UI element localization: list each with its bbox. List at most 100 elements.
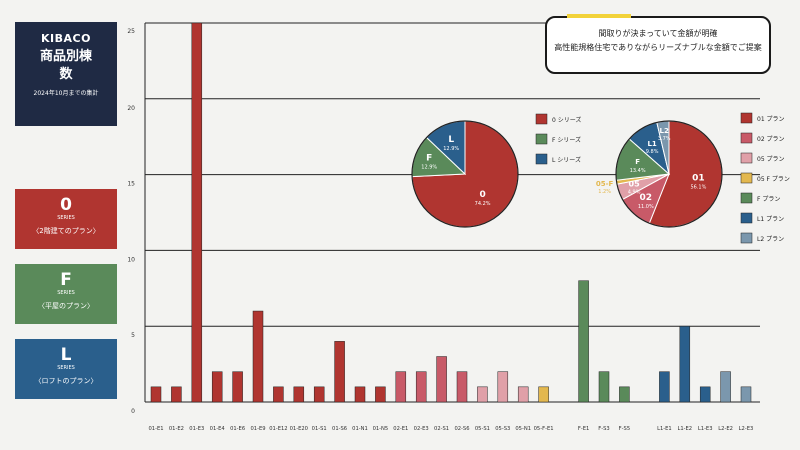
y-tick-label: 25 — [127, 28, 135, 35]
bar — [477, 386, 488, 403]
x-tick-label: 02-S1 — [434, 426, 449, 432]
legend-swatch — [740, 112, 753, 124]
series-description: 〈2階建てのプラン〉 — [32, 227, 100, 235]
callout-box: 間取りが決まっていて金額が明確 高性能規格住宅でありながらリーズナブルな金額でご… — [545, 14, 771, 74]
x-tick-label: L1-E1 — [657, 426, 672, 432]
bar — [456, 371, 468, 403]
series-description: 〈平屋のプラン〉 — [38, 302, 94, 310]
pie-outline — [615, 120, 723, 228]
pie-slice-percent: 9.8% — [646, 149, 659, 155]
y-tick-label: 0 — [131, 408, 135, 415]
pie-slice-percent: 13.4% — [630, 168, 646, 174]
pie-slice-label: 05-F — [596, 180, 614, 188]
bar — [171, 386, 182, 403]
bar — [497, 371, 509, 403]
legend-label: L1 プラン — [757, 216, 784, 223]
series-description: 〈ロフトのプラン〉 — [34, 377, 98, 385]
title-panel: KIBACO 商品別棟 数 2024年10月までの集計 — [15, 22, 117, 126]
gridlines — [144, 22, 760, 403]
series-caption: SERIES — [57, 365, 75, 371]
pie-slice-percent: 11.0% — [638, 204, 654, 210]
bar — [191, 22, 203, 403]
pie-slice-label: 02 — [640, 193, 653, 203]
x-tick-label: 01-E2 — [169, 426, 184, 432]
series-pie-legend: 0 シリーズ F シリーズ L シリーズ — [535, 113, 581, 165]
x-tick-label: 05-S3 — [495, 426, 510, 432]
pie-slice-label: L1 — [647, 140, 656, 148]
y-tick-label: 20 — [127, 105, 135, 112]
series-letter: L — [60, 345, 72, 365]
plan-pie-legend: 01 プラン 02 プラン 05 プラン 05 F プラン F プラン L1 プラン L2 … — [740, 112, 790, 244]
bar — [619, 386, 630, 403]
x-tick-label: L1-E3 — [698, 426, 713, 432]
bar — [354, 386, 366, 403]
bar — [252, 310, 264, 403]
x-tick-label: L1-E2 — [677, 426, 692, 432]
pie-slice-percent: 74.2% — [475, 201, 491, 207]
x-tick-label: 01-E1 — [148, 426, 163, 432]
pie-slice-percent: 12.9% — [421, 165, 437, 171]
page-title: 商品別棟 数 — [15, 48, 117, 84]
period-note: 2024年10月までの集計 — [33, 90, 99, 97]
bar — [211, 371, 223, 403]
bar — [293, 386, 305, 403]
x-tick-label: 01-S6 — [332, 426, 347, 432]
bar — [740, 386, 752, 403]
legend-label: 01 プラン — [757, 116, 785, 123]
bar — [699, 386, 711, 403]
pie-outline — [411, 120, 519, 228]
callout-line1: 間取りが決まっていて金額が明確 — [598, 29, 718, 38]
legend-swatch — [740, 172, 753, 184]
legend-swatch — [740, 212, 753, 224]
pie-slice-percent: 56.1% — [690, 185, 706, 191]
x-tick-label: 05-S1 — [475, 426, 490, 432]
legend-label: 05 F プラン — [757, 176, 790, 183]
x-tick-label: F-S3 — [598, 426, 609, 432]
bar — [578, 280, 589, 403]
bar — [232, 371, 243, 403]
bar — [659, 371, 670, 403]
y-tick-label: 10 — [127, 256, 135, 263]
series-letter: 0 — [60, 195, 72, 215]
series-l-panel: L SERIES 〈ロフトのプラン〉 — [15, 339, 117, 399]
y-tick-labels: 0 5 10 15 20 25 — [127, 28, 135, 415]
x-tick-label: 01-S1 — [312, 426, 327, 432]
bar — [375, 386, 386, 403]
bar — [273, 386, 284, 403]
x-tick-label: 01-N1 — [352, 426, 368, 432]
x-tick-label: 01-E6 — [230, 426, 245, 432]
bar — [538, 386, 549, 403]
series-0-panel: 0 SERIES 〈2階建てのプラン〉 — [15, 189, 117, 249]
bar — [313, 386, 325, 403]
pie-slice-label: F — [426, 154, 432, 164]
pie-slice-label: 0 — [479, 190, 485, 200]
x-tick-label: 05-N1 — [515, 426, 531, 432]
bar-series — [150, 22, 752, 403]
pie-slice-label: L2 — [660, 127, 669, 135]
bar — [517, 386, 529, 403]
bar — [395, 371, 407, 403]
x-tick-label: 01-E4 — [210, 426, 226, 432]
bar — [334, 341, 345, 403]
x-tick-label: 02-E3 — [414, 426, 429, 432]
bar — [436, 356, 447, 403]
pie-slice-label: F — [635, 158, 640, 166]
y-tick-label: 15 — [127, 181, 135, 188]
bar — [150, 386, 162, 403]
legend-swatch — [740, 192, 753, 204]
series-pie-chart: 074.2%F12.9%L12.9% — [411, 120, 519, 228]
brand-name: KIBACO — [41, 32, 91, 45]
pie-slice-label: L — [448, 135, 454, 145]
legend-label: F シリーズ — [552, 136, 581, 144]
x-tick-label: 02-E1 — [393, 426, 408, 432]
x-tick-label: 01-N5 — [373, 426, 389, 432]
x-tick-label: F-S5 — [619, 426, 630, 432]
page-title-line1: 商品別棟 — [39, 49, 92, 64]
legend-swatch — [535, 133, 548, 145]
pie-slice-label: 01 — [692, 174, 705, 184]
legend-label: 0 シリーズ — [552, 116, 581, 124]
x-tick-label: 02-S6 — [454, 426, 469, 432]
legend-swatch — [740, 132, 753, 144]
